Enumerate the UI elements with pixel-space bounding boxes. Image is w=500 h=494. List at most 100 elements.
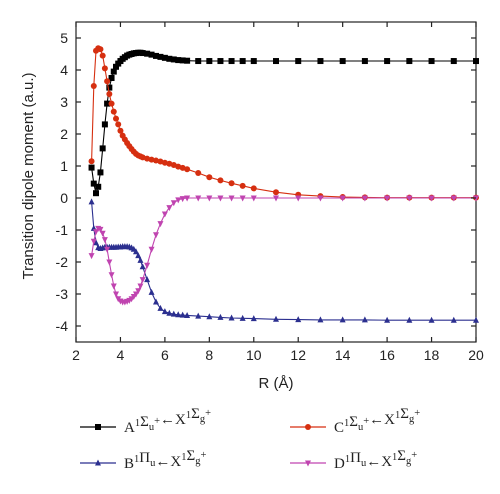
data-point [239,195,246,202]
legend-label-part: u [358,422,364,433]
data-point [175,197,182,204]
legend-label-part: Π [350,450,361,466]
legend-label-part: g [409,414,415,425]
data-point [239,314,246,321]
series-line [91,52,476,196]
legend-label-part: + [205,408,211,419]
data-point [99,145,106,152]
data-point [170,200,177,207]
data-point [361,316,368,323]
data-point [161,308,168,315]
data-point [88,164,95,171]
y-tick-label: 4 [60,62,68,78]
legend-label-part: ←X [160,412,186,428]
data-point [295,195,302,202]
legend: A1Σu+←X1Σg+ C1Σu+←X1Σg+ B1Πu←X1Σg+ D1Πu←X1Σ… [80,406,420,472]
data-point [93,190,99,197]
data-point [184,57,191,64]
data-point [99,52,106,59]
data-point [228,195,235,202]
legend-label-part: Σ [191,406,200,422]
series-B [88,198,479,323]
data-point [450,195,457,202]
data-point [428,316,435,323]
legend-label-part: 1 [344,418,349,429]
data-point [139,263,146,270]
data-point [206,58,213,65]
data-point [144,262,151,269]
x-tick-label: 12 [290,347,306,363]
legend-label-part: ←X [369,412,395,428]
data-point [113,115,119,122]
legend-label-part: Σ [400,406,409,422]
data-point [339,195,346,202]
data-point [217,58,224,65]
legend-label-part: 1 [181,452,186,463]
legend-label: B1Πu←X1Σg+ [124,448,206,472]
data-point [108,75,115,81]
data-point [206,195,213,202]
data-point [135,288,142,295]
data-point [101,121,108,128]
legend-label-part: 1 [395,410,400,421]
x-tick-label: 20 [468,347,484,363]
data-point [250,195,257,202]
data-point [113,63,119,70]
data-point [99,230,106,237]
data-point [106,259,113,266]
data-point [97,169,104,176]
x-tick-label: 18 [424,347,440,363]
data-point [110,108,117,115]
data-point [88,158,95,165]
data-point [137,256,144,263]
legend-label-part: Σ [397,448,406,464]
data-point [157,304,164,311]
data-point [97,226,104,233]
data-point [108,272,115,279]
data-point [317,316,324,323]
data-point [228,58,235,65]
legend-label-part: 1 [345,454,350,465]
data-point [108,100,115,107]
x-tick-label: 6 [161,347,169,363]
series-D [88,195,479,306]
series-line [91,47,476,199]
legend-marker [305,424,311,430]
data-point [217,195,224,202]
legend-marker [95,424,101,430]
y-tick-label: -3 [56,286,69,302]
data-point [406,316,413,323]
data-point [153,298,159,305]
legend-label-part: g [195,456,201,467]
data-point [97,46,104,53]
data-point [195,312,202,319]
data-point [144,276,151,283]
data-point [161,211,168,218]
data-point [144,50,151,57]
data-point [101,237,108,244]
data-point [317,195,324,202]
data-point [157,53,164,60]
data-point [228,180,235,187]
data-point [217,177,224,184]
legend-marker [305,460,311,467]
x-tick-label: 4 [117,347,125,363]
x-tick-label: 14 [335,347,351,363]
data-point [170,310,177,317]
data-point [153,232,159,239]
x-tick-label: 16 [379,347,395,363]
data-point [115,121,122,128]
legend-item: C1Σu+←X1Σg+ [290,406,420,436]
data-point [166,205,173,212]
data-point [179,196,186,203]
data-point [139,50,146,57]
data-point [450,58,457,65]
data-point [106,91,113,97]
data-point [384,316,391,323]
data-point [361,58,368,65]
data-point [250,58,257,65]
data-point [273,315,279,322]
data-point [166,55,173,62]
